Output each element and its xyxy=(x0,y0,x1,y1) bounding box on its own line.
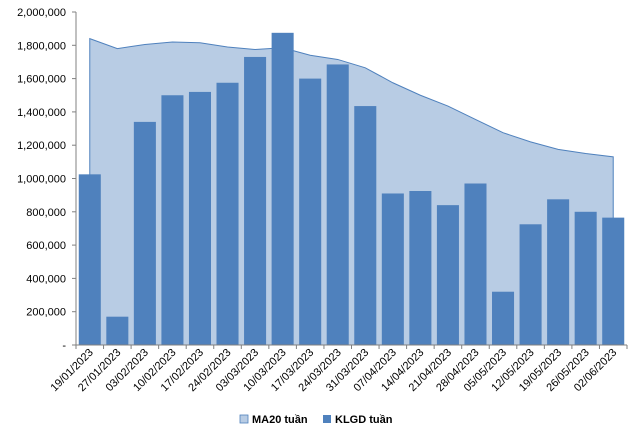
legend-item-ma20-swatch xyxy=(239,414,249,424)
bar-klgd-3 xyxy=(161,95,184,345)
y-tick-label: 200,000 xyxy=(26,307,66,319)
y-tick-label: 1,400,000 xyxy=(17,107,66,119)
y-tick-label: 1,200,000 xyxy=(17,140,66,152)
y-tick-label: 1,800,000 xyxy=(17,40,66,52)
legend-item-ma20-label: MA20 tuần xyxy=(252,414,308,426)
bar-layer xyxy=(78,32,625,346)
bar-klgd-10 xyxy=(354,106,377,345)
legend: MA20 tuần KLGD tuần xyxy=(239,414,393,426)
y-tick-label: 800,000 xyxy=(26,207,66,219)
y-tick-label: 1,600,000 xyxy=(17,74,66,86)
bar-klgd-6 xyxy=(244,56,267,345)
bar-klgd-2 xyxy=(133,121,156,345)
bar-klgd-19 xyxy=(602,217,625,345)
y-tick-label: - xyxy=(62,340,66,352)
y-tick-label: 1,000,000 xyxy=(17,174,66,186)
bar-klgd-16 xyxy=(519,224,542,345)
bar-klgd-18 xyxy=(574,211,597,345)
bar-klgd-9 xyxy=(326,64,349,345)
bar-klgd-4 xyxy=(188,91,211,345)
bar-klgd-12 xyxy=(409,190,432,345)
y-tick-label: 600,000 xyxy=(26,240,66,252)
bar-klgd-14 xyxy=(464,183,487,345)
bar-klgd-15 xyxy=(492,291,515,345)
bar-klgd-0 xyxy=(78,174,101,345)
bar-klgd-8 xyxy=(299,78,322,345)
bar-klgd-11 xyxy=(381,193,404,345)
legend-item-klgd-label: KLGD tuần xyxy=(335,414,393,426)
y-tick-label: 400,000 xyxy=(26,273,66,285)
y-tick-label: 2,000,000 xyxy=(17,7,66,19)
bar-klgd-1 xyxy=(106,316,129,345)
bar-klgd-13 xyxy=(436,205,459,345)
bar-klgd-7 xyxy=(271,32,294,346)
ma20-area-outline xyxy=(89,37,614,345)
bar-klgd-17 xyxy=(547,199,570,345)
bar-klgd-5 xyxy=(216,82,239,345)
legend-item-klgd-swatch xyxy=(323,415,331,423)
